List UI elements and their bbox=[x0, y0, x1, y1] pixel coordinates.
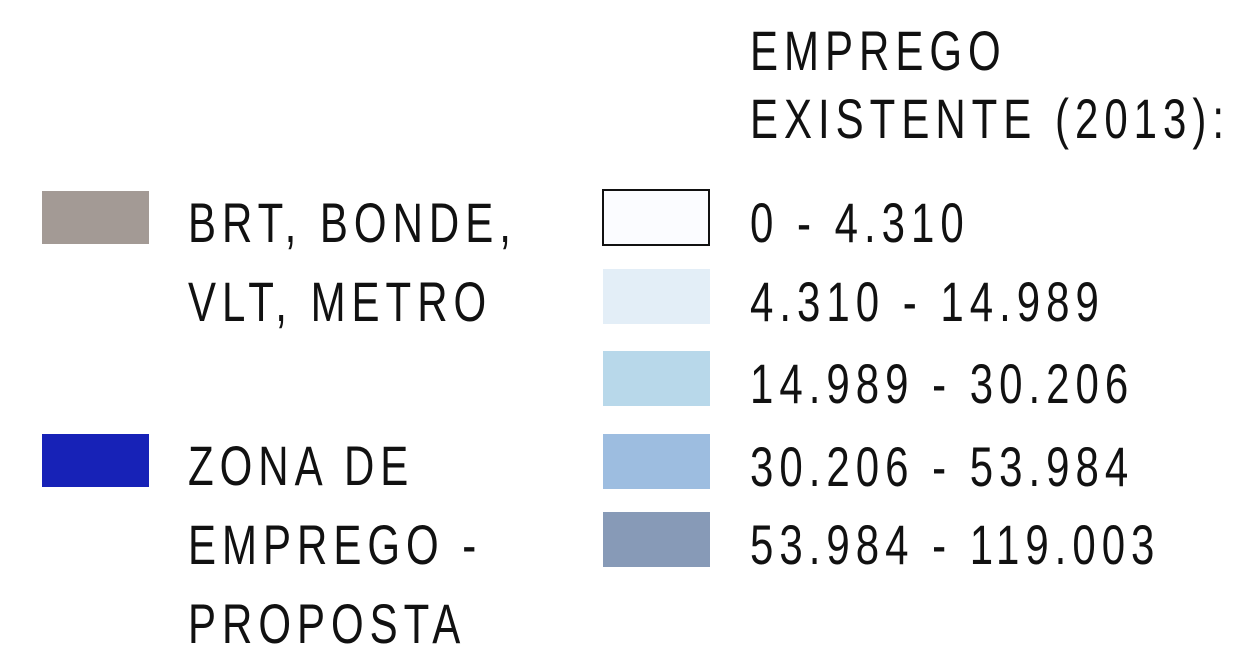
legend-label: ZONA DE bbox=[188, 435, 414, 497]
legend-label: EMPREGO - bbox=[188, 514, 482, 576]
swatch bbox=[42, 434, 149, 487]
legend-label: VLT, METRO bbox=[188, 271, 492, 333]
legend-label: BRT, BONDE, bbox=[188, 192, 517, 254]
swatch bbox=[603, 269, 710, 324]
swatch bbox=[602, 189, 710, 246]
legend-title: EMPREGO bbox=[750, 20, 1007, 82]
legend-label: 30.206 - 53.984 bbox=[750, 436, 1134, 498]
legend-label: 14.989 - 30.206 bbox=[750, 353, 1134, 415]
legend-label: PROPOSTA bbox=[188, 593, 466, 652]
legend-title: EXISTENTE (2013): bbox=[750, 88, 1230, 150]
swatch bbox=[603, 512, 710, 567]
legend-label: 4.310 - 14.989 bbox=[750, 271, 1105, 333]
swatch bbox=[603, 434, 710, 489]
swatch bbox=[42, 191, 149, 244]
legend-label: 53.984 - 119.003 bbox=[750, 514, 1160, 576]
legend-label: 0 - 4.310 bbox=[750, 192, 970, 254]
swatch bbox=[603, 351, 710, 406]
